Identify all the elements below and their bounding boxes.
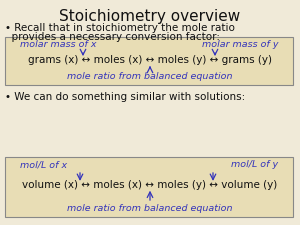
Text: provides a necessary conversion factor:: provides a necessary conversion factor: (5, 32, 220, 42)
Text: molar mass of y: molar mass of y (202, 40, 278, 49)
Text: mol/L of x: mol/L of x (20, 160, 67, 169)
Text: mole ratio from balanced equation: mole ratio from balanced equation (67, 204, 233, 213)
Text: mole ratio from balanced equation: mole ratio from balanced equation (67, 72, 233, 81)
Text: molar mass of x: molar mass of x (20, 40, 97, 49)
Bar (5, 157, 293, 217)
Bar (5, 37, 293, 85)
Text: grams (x) ↔ moles (x) ↔ moles (y) ↔ grams (y): grams (x) ↔ moles (x) ↔ moles (y) ↔ gram… (28, 55, 272, 65)
Text: volume (x) ↔ moles (x) ↔ moles (y) ↔ volume (y): volume (x) ↔ moles (x) ↔ moles (y) ↔ vol… (22, 180, 278, 190)
Text: mol/L of y: mol/L of y (231, 160, 278, 169)
Text: • Recall that in stoichiometry the mole ratio: • Recall that in stoichiometry the mole … (5, 23, 235, 33)
Text: • We can do something similar with solutions:: • We can do something similar with solut… (5, 92, 245, 102)
Text: Stoichiometry overview: Stoichiometry overview (59, 9, 241, 24)
